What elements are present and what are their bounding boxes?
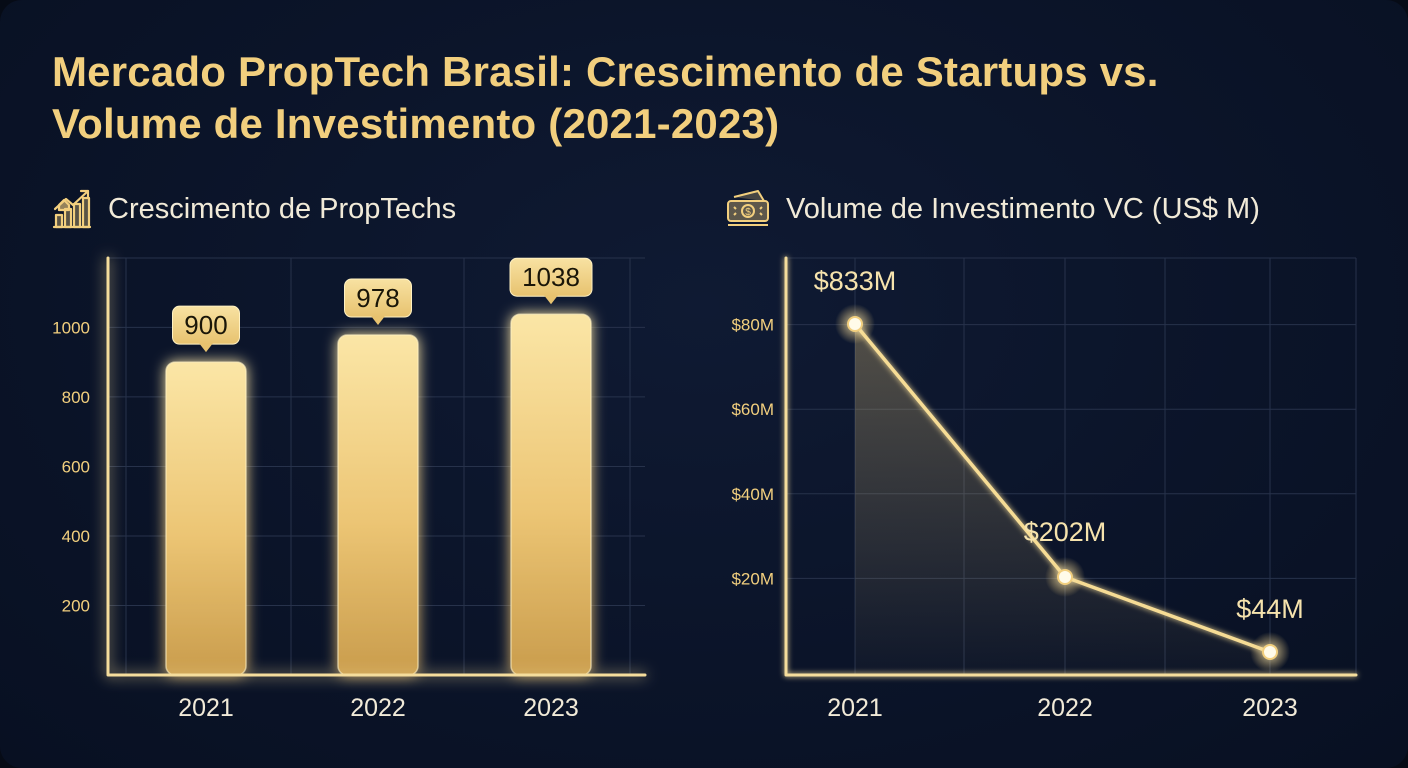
- line-y-tick-label: $60M: [731, 400, 774, 419]
- point-2023: [1262, 644, 1278, 660]
- left-chart-title: Crescimento de PropTechs: [108, 192, 457, 225]
- point-2022: [1057, 569, 1073, 585]
- line-axis: [784, 256, 1358, 677]
- bar-value-label-pointer: [371, 316, 385, 326]
- bar-value-label: 900: [184, 310, 227, 340]
- bar-y-tick-label: 400: [62, 527, 90, 546]
- point-value-label: $202M: [1024, 517, 1107, 547]
- point-value-label: $44M: [1236, 594, 1304, 624]
- bar-value-label-pointer: [544, 295, 558, 305]
- title-line-1: Mercado PropTech Brasil: Crescimento de …: [52, 48, 1159, 95]
- bar-y-tick-label: 1000: [52, 318, 90, 337]
- investment-area-fill: [855, 324, 1270, 675]
- line-y-tick-label: $40M: [731, 485, 774, 504]
- bar-x-tick-label: 2021: [178, 694, 234, 722]
- bar-x-tick-label: 2022: [350, 694, 406, 722]
- money-stack-icon: $: [724, 187, 772, 231]
- growth-chart-house-icon: [50, 187, 94, 231]
- bar-axis: [106, 256, 647, 677]
- point-2021: [847, 316, 863, 332]
- line-x-tick-label: 2021: [827, 694, 883, 722]
- bar-value-label: 978: [356, 283, 399, 313]
- point-value-label: $833M: [814, 266, 897, 296]
- line-x-tick-label: 2023: [1242, 694, 1298, 722]
- bar-value-label-pointer: [199, 343, 213, 353]
- svg-text:$: $: [745, 207, 751, 218]
- bar-y-tick-label: 600: [62, 457, 90, 476]
- bar-value-label: 1038: [522, 262, 580, 292]
- left-chart-header: Crescimento de PropTechs: [50, 186, 456, 232]
- line-x-tick-label: 2022: [1037, 694, 1093, 722]
- right-chart-title: Volume de Investimento VC (US$ M): [786, 192, 1260, 225]
- right-chart-header: $ Volume de Investimento VC (US$ M): [724, 186, 1260, 232]
- title-line-2: Volume de Investimento (2021-2023): [52, 100, 780, 147]
- bar-y-tick-label: 200: [62, 596, 90, 615]
- page-title: Mercado PropTech Brasil: Crescimento de …: [52, 46, 1352, 150]
- bar-x-tick-label: 2023: [523, 694, 579, 722]
- line-y-tick-label: $20M: [731, 569, 774, 588]
- bar-y-tick-label: 800: [62, 388, 90, 407]
- line-y-tick-label: $80M: [731, 316, 774, 335]
